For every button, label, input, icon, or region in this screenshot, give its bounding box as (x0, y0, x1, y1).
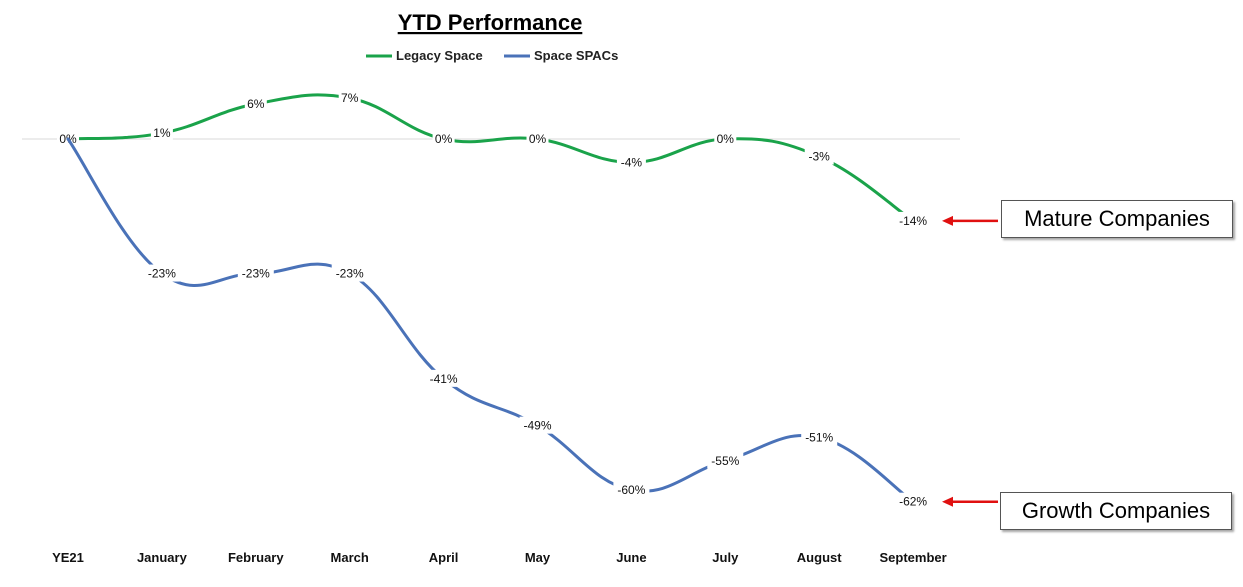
data-label-legacy-space-february: 6% (247, 97, 265, 111)
series-line-legacy-space (66, 93, 915, 223)
data-label-legacy-space-march: 7% (341, 91, 359, 105)
data-label-space-spacs-august: -51% (805, 430, 833, 444)
data-label-bg (143, 264, 180, 282)
x-tick-label-july: July (712, 550, 739, 565)
data-label-space-spacs-april: -41% (430, 372, 458, 386)
data-label-space-spacs-january: -23% (148, 267, 176, 281)
legend-label-legacy-space: Legacy Space (396, 48, 483, 63)
chart-title: YTD Performance (398, 10, 583, 35)
data-label-space-spacs-march: -23% (336, 267, 364, 281)
x-tick-label-may: May (525, 550, 551, 565)
x-tick-label-september: September (879, 550, 946, 565)
data-label-legacy-space-july: 0% (717, 132, 735, 146)
data-label-bg (244, 94, 267, 112)
series-layer: 0% 1%6% 7%0% 0%-4%0%-3%-14%-23% -23% -23%-41%… (57, 89, 932, 510)
arrow-head-mature-companies (942, 215, 953, 226)
x-tick-label-february: February (228, 550, 284, 565)
data-label-legacy-space-may: 0% (529, 132, 547, 146)
series-line-space-spacs (66, 137, 915, 504)
data-label-bg (895, 492, 932, 510)
callout-growth-companies: Growth Companies (1000, 492, 1232, 530)
x-tick-label-january: January (137, 550, 188, 565)
x-tick-label-april: April (429, 550, 459, 565)
data-label-legacy-space-april: 0% (435, 132, 453, 146)
data-label-bg (526, 130, 549, 147)
x-tick-label-march: March (331, 550, 369, 565)
x-tick-label-ye21: YE21 (52, 550, 84, 565)
data-label-bg (150, 124, 173, 142)
x-tick-label-june: June (616, 550, 646, 565)
data-label-bg (707, 451, 744, 469)
data-label-legacy-space-january: 1% (153, 126, 171, 140)
annotation-arrows (942, 215, 998, 507)
x-axis: YE21 January February March April May June July… (52, 550, 947, 565)
data-label-space-spacs-september: -62% (899, 495, 927, 509)
data-label-bg (616, 153, 646, 171)
data-label-bg (801, 428, 838, 446)
data-label-bg (714, 130, 737, 147)
data-label-bg (804, 147, 834, 165)
data-label-legacy-space-september: -14% (899, 214, 927, 228)
data-label-legacy-space-august: -3% (809, 150, 831, 164)
data-label-bg (237, 264, 274, 282)
data-label-bg (519, 416, 556, 434)
data-label-bg (895, 211, 932, 229)
data-label-space-spacs-june: -60% (617, 483, 645, 497)
arrow-head-growth-companies (942, 496, 953, 507)
data-label-legacy-space-june: -4% (621, 155, 643, 169)
data-label-bg (613, 481, 650, 498)
data-label-bg (425, 369, 462, 387)
x-tick-label-august: August (797, 550, 842, 565)
data-label-bg (338, 89, 361, 107)
data-label-bg (331, 264, 368, 282)
data-label-space-spacs-may: -49% (523, 419, 551, 433)
data-label-space-spacs-february: -23% (242, 267, 270, 281)
legend-label-space-spacs: Space SPACs (534, 48, 618, 63)
data-label-bg (432, 130, 455, 147)
callout-mature-companies: Mature Companies (1001, 200, 1233, 238)
legend: Legacy Space Space SPACs (366, 48, 618, 63)
data-label-space-spacs-july: -55% (711, 454, 739, 468)
